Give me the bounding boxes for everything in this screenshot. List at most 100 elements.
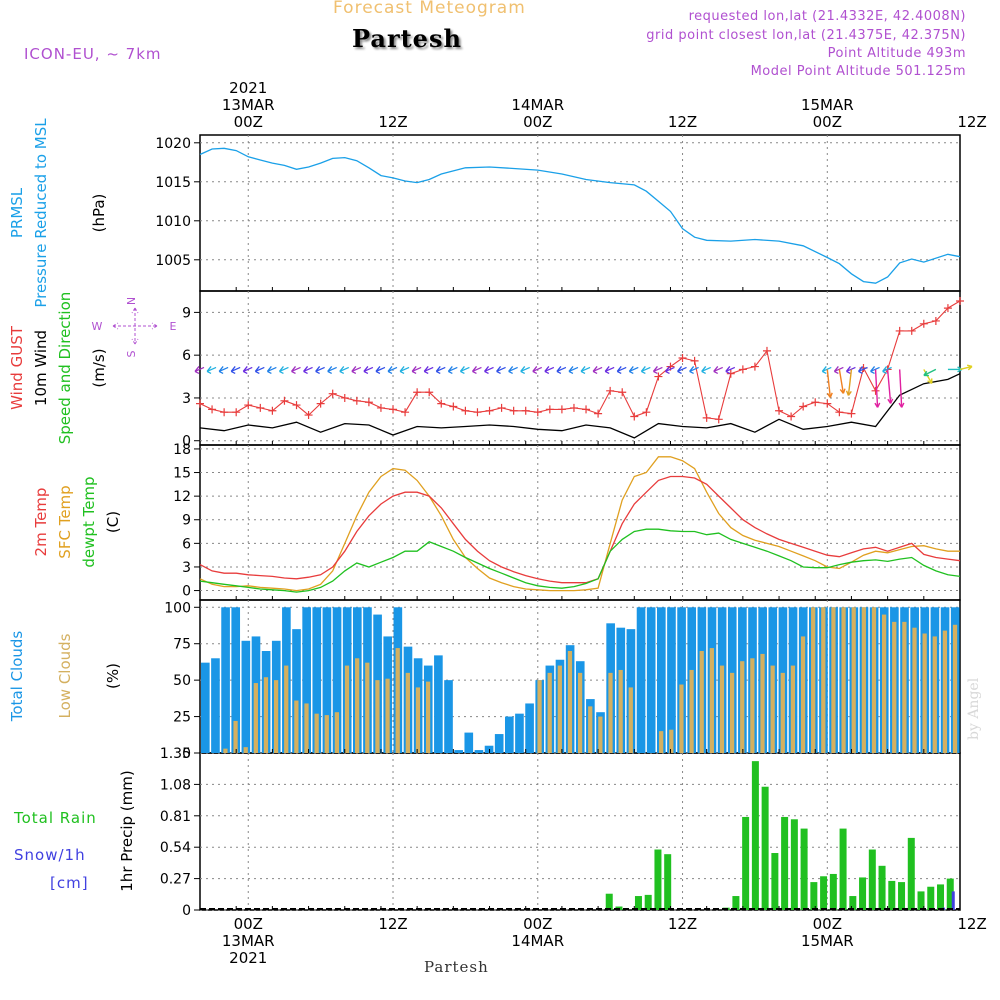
location-title: Partesh bbox=[352, 24, 462, 53]
model-label: ICON-EU, ~ 7km bbox=[24, 45, 162, 63]
rain-bar bbox=[810, 882, 818, 910]
gust-marker bbox=[461, 406, 470, 415]
precip-side-label: Snow/1h bbox=[14, 846, 86, 864]
gust-marker bbox=[594, 409, 603, 418]
total-cloud-bar bbox=[322, 607, 332, 753]
gust-marker bbox=[545, 405, 554, 414]
y-tick-label: 100 bbox=[164, 600, 191, 616]
low-cloud-bar bbox=[912, 627, 917, 753]
rain-bar bbox=[742, 816, 750, 910]
low-cloud-bar bbox=[740, 661, 745, 753]
time-label-top: 12Z bbox=[668, 113, 697, 131]
low-cloud-bar bbox=[567, 651, 573, 753]
gust-marker bbox=[714, 415, 723, 424]
low-cloud-bar bbox=[223, 748, 228, 753]
time-label-top: 00Z bbox=[523, 113, 552, 131]
low-cloud-bar bbox=[243, 747, 248, 753]
gust-marker bbox=[473, 408, 482, 417]
wind-arrow-head bbox=[923, 370, 929, 377]
rain-bar bbox=[927, 886, 935, 910]
gust-marker bbox=[582, 405, 591, 414]
y-tick-label: 0 bbox=[182, 584, 191, 600]
time-label-bottom: 00Z bbox=[523, 915, 552, 933]
wind-arrow-head bbox=[887, 398, 894, 404]
total-cloud-bar bbox=[667, 607, 676, 753]
low-cloud-bar bbox=[760, 653, 765, 753]
low-cloud-bar bbox=[304, 703, 309, 753]
time-label-bottom: 14MAR bbox=[511, 932, 564, 950]
low-cloud-bar bbox=[334, 712, 340, 753]
panel-axis-label: Speed and Direction bbox=[56, 292, 74, 445]
pressure-line bbox=[199, 147, 961, 284]
gust-marker bbox=[569, 403, 578, 412]
gust-marker bbox=[762, 346, 771, 355]
low-cloud-bar bbox=[881, 614, 887, 753]
total-cloud-bar bbox=[302, 607, 311, 753]
gust-marker bbox=[328, 389, 337, 398]
rain-bar bbox=[781, 816, 789, 910]
low-cloud-bar bbox=[902, 621, 907, 753]
wind-direction-arrow bbox=[411, 366, 422, 375]
wind-direction-arrow bbox=[857, 366, 868, 375]
wind-arrow-head bbox=[966, 364, 973, 371]
total-cloud-bar bbox=[474, 750, 484, 753]
wind-direction-arrow bbox=[689, 366, 699, 375]
gust-marker bbox=[316, 399, 325, 408]
rain-bar bbox=[898, 882, 906, 910]
low-cloud-bar bbox=[750, 658, 755, 753]
low-cloud-bar bbox=[628, 687, 633, 753]
low-cloud-bar bbox=[365, 662, 370, 753]
low-cloud-bar bbox=[790, 665, 796, 753]
total-cloud-bar bbox=[292, 629, 301, 753]
wind-direction-arrow bbox=[701, 366, 711, 375]
low-cloud-bar bbox=[557, 665, 562, 753]
wind-direction-arrow bbox=[821, 366, 832, 375]
rain-bar bbox=[917, 891, 925, 910]
model-altitude: Model Point Altitude 501.125m bbox=[750, 64, 966, 79]
low-cloud-bar bbox=[689, 669, 694, 753]
gust-marker bbox=[425, 388, 434, 397]
y-tick-label: 3 bbox=[182, 391, 191, 407]
wind-direction-arrow bbox=[847, 369, 853, 396]
wind-arrow-head bbox=[874, 402, 881, 408]
rain-bar bbox=[937, 884, 945, 910]
grid-lines bbox=[200, 135, 960, 911]
total-cloud-bar bbox=[434, 655, 443, 753]
total-cloud-bar bbox=[646, 607, 656, 753]
low-cloud-bar bbox=[699, 651, 704, 753]
rain-bar bbox=[820, 876, 828, 910]
low-cloud-bar bbox=[547, 672, 552, 753]
y-tick-label: 50 bbox=[173, 673, 191, 689]
low-cloud-bar bbox=[324, 715, 329, 753]
wind-direction-arrow bbox=[230, 366, 241, 375]
gust-marker bbox=[630, 412, 639, 421]
wind-direction-arrow bbox=[725, 366, 736, 375]
wind-direction-arrow bbox=[459, 366, 470, 375]
rain-bar bbox=[732, 896, 740, 910]
total-cloud-bar bbox=[454, 750, 463, 753]
compass-north: N bbox=[125, 297, 138, 305]
gust-marker bbox=[413, 388, 422, 397]
low-cloud-bar bbox=[932, 636, 937, 753]
rain-bar bbox=[878, 865, 886, 910]
low-cloud-bar bbox=[425, 681, 431, 753]
gust-marker bbox=[871, 386, 880, 395]
compass-east: E bbox=[170, 320, 177, 333]
gust-marker bbox=[292, 401, 301, 410]
wind-direction-arrow bbox=[278, 366, 289, 375]
y-tick-label: 75 bbox=[173, 637, 191, 653]
low-cloud-bar bbox=[669, 729, 674, 753]
low-cloud-bar bbox=[405, 672, 410, 753]
y-tick-label: 25 bbox=[173, 710, 191, 726]
gust-marker bbox=[280, 396, 289, 405]
low-cloud-bar bbox=[729, 672, 735, 753]
gust-marker bbox=[449, 402, 458, 411]
wind-direction-arrow bbox=[544, 366, 555, 375]
total-cloud-bar bbox=[525, 703, 534, 753]
low-cloud-bar bbox=[577, 672, 583, 753]
gust-marker bbox=[352, 396, 361, 405]
y-tick-label: 1020 bbox=[155, 136, 191, 152]
gust-marker bbox=[738, 365, 747, 374]
low-cloud-bar bbox=[659, 731, 664, 753]
wind-direction-arrow bbox=[532, 366, 543, 375]
